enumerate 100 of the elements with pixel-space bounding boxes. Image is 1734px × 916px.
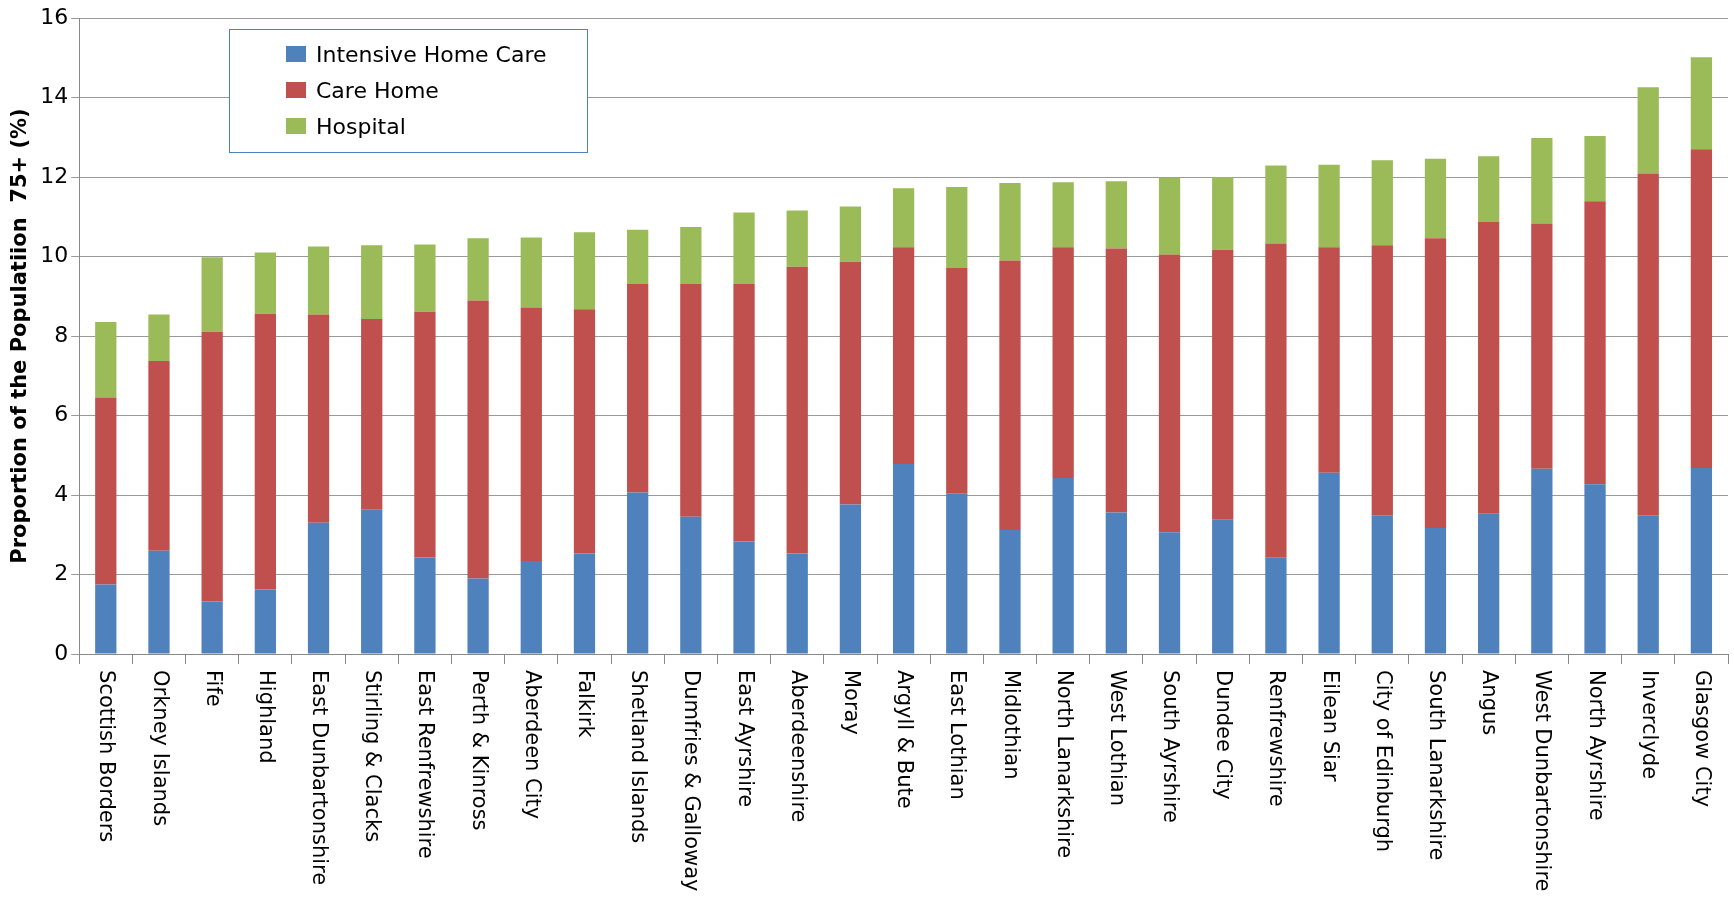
bar (1584, 136, 1606, 202)
x-tick-label: Shetland Islands (627, 670, 652, 844)
bar (1478, 513, 1500, 654)
bar (733, 212, 755, 284)
bar (95, 397, 117, 585)
bar (680, 283, 702, 517)
bar (1265, 243, 1287, 558)
x-tick-label: West Dunbartonshire (1531, 670, 1556, 892)
bar (1584, 484, 1606, 654)
bar (627, 283, 649, 493)
y-tick-label: 2 (54, 560, 69, 586)
x-tick-label: North Ayrshire (1584, 670, 1609, 821)
x-tick-label: Orkney Islands (148, 670, 173, 827)
bar (414, 557, 436, 654)
bar (839, 206, 862, 262)
y-tick-label: 16 (40, 3, 69, 29)
x-tick-label: Dumfries & Galloway (680, 670, 705, 892)
bar (1052, 182, 1074, 248)
bar (148, 314, 170, 362)
x-tick-label: East Lothian (946, 670, 971, 800)
bar (201, 257, 223, 332)
legend-label: Care Home (316, 77, 439, 103)
x-tick-label: Eilean Siar (1318, 670, 1343, 782)
x-tick-label: Midlothian (999, 670, 1024, 780)
bar (361, 318, 383, 510)
legend-label: Hospital (316, 113, 406, 139)
bar (1052, 477, 1074, 654)
x-tick-label: Inverclyde (1637, 670, 1662, 780)
bar (148, 361, 170, 551)
bar (1212, 249, 1234, 520)
bar (1371, 245, 1393, 516)
bar (1478, 221, 1500, 514)
bar (1424, 527, 1447, 654)
bar (361, 245, 383, 319)
bar (786, 266, 808, 554)
bar (414, 244, 436, 312)
bar (1690, 149, 1713, 468)
bar (1105, 248, 1127, 513)
bar (361, 509, 383, 654)
bar (1690, 57, 1713, 150)
bar (786, 210, 808, 267)
bar (1637, 515, 1659, 654)
bar (1531, 138, 1553, 224)
bar (307, 522, 330, 654)
bar (1265, 165, 1287, 244)
bar (733, 283, 755, 542)
bar (1052, 247, 1074, 478)
bar (786, 553, 808, 654)
x-tick-label: Moray (839, 670, 864, 735)
bar (999, 260, 1021, 530)
bar (627, 229, 649, 284)
bar (1584, 201, 1606, 485)
bar (1158, 254, 1181, 533)
bar (1158, 177, 1181, 255)
bar (1424, 238, 1447, 528)
x-tick-label: East Ayrshire (733, 670, 758, 808)
bar (1371, 160, 1393, 246)
bar (733, 541, 755, 654)
bar (946, 186, 968, 269)
y-tick-label: 6 (54, 401, 69, 427)
bar (520, 237, 542, 308)
x-tick-label: Stirling & Clacks (361, 670, 386, 843)
bar (201, 331, 223, 602)
bar (892, 188, 915, 248)
bar (201, 601, 223, 654)
bar (573, 553, 596, 654)
bar (467, 238, 489, 301)
bar (839, 504, 862, 654)
bar (680, 227, 702, 284)
bar (1371, 515, 1393, 654)
x-tick-label: East Dunbartonshire (308, 670, 333, 886)
y-tick-label: 12 (40, 162, 69, 188)
y-tick-label: 8 (54, 321, 69, 347)
x-tick-label: Dundee City (1212, 670, 1237, 800)
x-tick-label: South Ayrshire (1159, 670, 1184, 823)
bar (1318, 247, 1340, 473)
bar (1637, 173, 1659, 516)
bar (573, 232, 596, 310)
bar (148, 550, 170, 654)
bar (1531, 468, 1553, 654)
bar (573, 309, 596, 554)
x-tick-label: Renfrewshire (1265, 670, 1290, 807)
x-tick-label: Scottish Borders (95, 670, 120, 843)
bar (1212, 519, 1234, 654)
x-tick-label: Angus (1478, 670, 1503, 736)
bar (520, 560, 542, 654)
x-tick-label: City of Edinburgh (1371, 670, 1396, 853)
bar (999, 529, 1021, 654)
bar (839, 261, 862, 505)
bar (999, 182, 1021, 261)
y-tick-label: 10 (40, 242, 69, 268)
x-tick-label: Perth & Kinross (467, 670, 492, 831)
x-tick-label: Fife (201, 670, 226, 707)
bar (1424, 158, 1447, 239)
bar (520, 307, 542, 561)
bar (1212, 177, 1234, 250)
y-tick-label: 4 (54, 480, 69, 506)
bar (1105, 512, 1127, 654)
bar (892, 247, 915, 464)
y-axis-title: Proportion of the Populatiion 75+ (%) (7, 108, 32, 564)
